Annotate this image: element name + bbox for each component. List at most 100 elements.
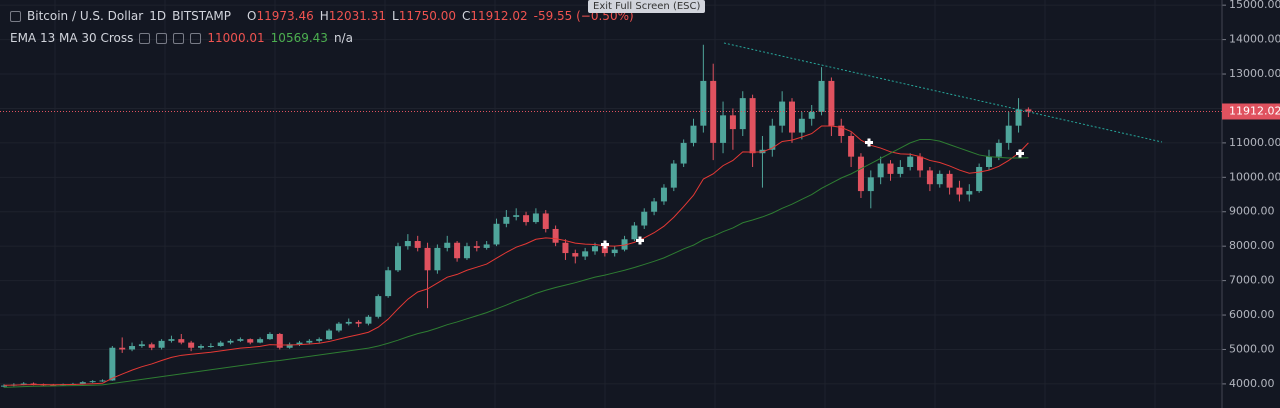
candle-body (158, 340, 165, 348)
candle-body (700, 80, 707, 126)
last-price-label: 11912.02 (1229, 104, 1280, 117)
y-tick-label: 6000.00 (1229, 308, 1275, 321)
cross-value: n/a (333, 31, 353, 45)
candle-body (936, 173, 943, 185)
label: C (461, 9, 471, 23)
candle-body (532, 213, 539, 223)
candle-body (660, 187, 667, 202)
cross-marker (1016, 149, 1024, 158)
signal-markers (601, 138, 1024, 249)
y-tick-label: 7000.00 (1229, 274, 1275, 287)
candle-body (424, 247, 431, 271)
last-price-box (1222, 103, 1280, 120)
hide-icon[interactable] (156, 32, 168, 44)
candle-body (897, 166, 904, 174)
y-tick-label: 14000.00 (1229, 33, 1280, 46)
candle-body (749, 98, 756, 154)
candle-body (986, 156, 992, 167)
indicator-line (3, 138, 1029, 388)
candle-body (168, 339, 175, 341)
candle-body (247, 339, 254, 343)
candle-body (976, 166, 983, 192)
candle-body (651, 201, 658, 212)
candle-body (414, 241, 421, 248)
candle-body (109, 347, 116, 381)
candle-body (30, 383, 37, 385)
y-tick-label: 5000.00 (1229, 342, 1275, 355)
candle-body (838, 125, 845, 136)
candle-body (20, 383, 27, 385)
candle-body (89, 381, 96, 383)
cross-marker (865, 138, 873, 147)
candle-body (1025, 109, 1032, 112)
candle-body (326, 330, 333, 340)
candle-body (720, 115, 727, 143)
candle-body (375, 296, 382, 317)
candle-body (365, 316, 372, 324)
candle-body (129, 346, 136, 350)
candle-body (572, 253, 579, 257)
candle-body (198, 346, 204, 348)
candle-body (877, 163, 884, 178)
candle-body (542, 213, 549, 229)
candle-body (257, 339, 264, 343)
remove-icon[interactable] (190, 32, 202, 44)
candle-body (917, 156, 924, 171)
candle-body (1, 385, 7, 387)
candle-body (798, 118, 805, 133)
collapse-icon[interactable] (10, 10, 21, 22)
candle-body (818, 80, 825, 112)
y-tick-label: 8000.00 (1229, 239, 1275, 252)
candle-body (454, 242, 461, 259)
source-icon[interactable] (173, 32, 185, 44)
open-value: 11973.46 (256, 9, 314, 23)
candle-body (99, 380, 106, 382)
trend-line (723, 42, 1163, 143)
candle-body (188, 342, 195, 348)
candle-body (995, 142, 1002, 157)
indicator-row: EMA 13 MA 30 Cross 11000.01 10569.43 n/a (10, 31, 353, 45)
low-value: 11750.00 (398, 9, 456, 23)
candle-body (739, 98, 746, 130)
candle-body (463, 246, 470, 259)
candle-body (641, 211, 648, 226)
indicator-line (3, 125, 1029, 386)
candle-body (779, 101, 786, 126)
candle-body (207, 346, 214, 348)
candle-body (473, 246, 480, 248)
y-tick-label: 15000.00 (1229, 0, 1280, 11)
candle-body (601, 246, 608, 254)
candle-body (808, 111, 815, 119)
candle-body (148, 344, 155, 348)
candle-body (79, 382, 86, 384)
candle-body (562, 242, 569, 254)
indicator-name[interactable]: EMA 13 MA 30 Cross (10, 31, 134, 45)
candle-body (966, 191, 973, 195)
candle-body (217, 342, 224, 347)
candle-body (729, 115, 736, 130)
exchange: BITSTAMP (172, 9, 231, 23)
candle-body (769, 125, 776, 150)
candle-body (385, 270, 392, 297)
candle-body (227, 340, 234, 343)
symbol: Bitcoin / U.S. Dollar (27, 9, 144, 23)
candle-body (848, 136, 855, 157)
y-tick-label: 9000.00 (1229, 205, 1275, 218)
candle-body (887, 163, 894, 174)
candle-body (395, 246, 401, 271)
cross-marker (601, 240, 609, 249)
candle-body (907, 156, 914, 167)
candle-body (552, 228, 559, 243)
candle-body (513, 215, 520, 217)
candle-body (503, 216, 510, 224)
candle-body (355, 321, 362, 324)
candle-body (946, 173, 953, 188)
interval[interactable]: 1D (149, 9, 167, 23)
settings-icon[interactable] (139, 32, 151, 44)
candle-body (621, 239, 628, 250)
candle-body (611, 249, 618, 254)
candle-body (1015, 109, 1022, 126)
